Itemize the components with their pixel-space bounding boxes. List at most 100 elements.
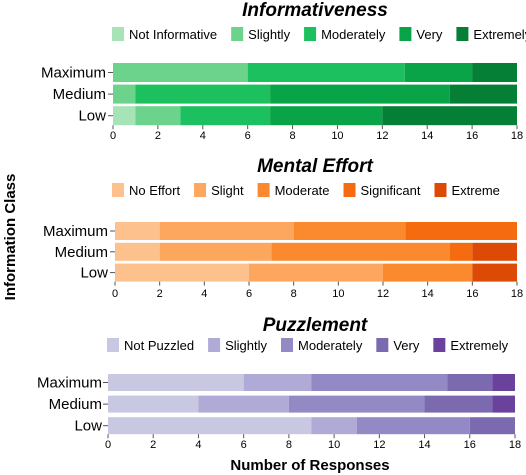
puzzlement-legend-slightly: Slightly bbox=[225, 338, 267, 353]
mental-effort-bar-medium-extreme bbox=[472, 242, 517, 261]
informativeness-x-tick-label-10: 10 bbox=[331, 130, 343, 142]
mental-effort-x-tick-label-18: 18 bbox=[511, 288, 523, 300]
mental-effort-category-label-medium: Medium bbox=[55, 244, 108, 261]
puzzlement-legend-not-puzzled: Not Puzzled bbox=[124, 338, 194, 353]
informativeness-bar-medium-extremely bbox=[449, 84, 517, 104]
mental-effort-bar-medium-moderate bbox=[271, 242, 450, 261]
puzzlement-legend-extremely: Extremely bbox=[450, 338, 508, 353]
mental-effort-x-tick-label-8: 8 bbox=[291, 288, 297, 300]
puzzlement-x-tick-label-18: 18 bbox=[509, 439, 521, 451]
puzzlement-bar-medium-very bbox=[424, 395, 493, 413]
puzzlement-bar-medium-extremely bbox=[492, 395, 515, 413]
mental-effort-legend-swatch-moderate bbox=[257, 183, 270, 197]
mental-effort-bar-low-extreme bbox=[472, 263, 517, 282]
informativeness-category-label-medium: Medium bbox=[53, 86, 106, 103]
informativeness-x-tick-label-6: 6 bbox=[245, 130, 251, 142]
informativeness-category-label-low: Low bbox=[78, 108, 106, 125]
puzzlement-bar-maximum-not-puzzled bbox=[108, 374, 244, 391]
mental-effort-x-tick-label-6: 6 bbox=[246, 288, 252, 300]
mental-effort-category-label-maximum: Maximum bbox=[43, 223, 108, 240]
puzzlement-bar-low-very bbox=[469, 417, 515, 435]
informativeness-title: Informativeness bbox=[242, 0, 388, 21]
puzzlement-bar-medium-not-puzzled bbox=[108, 395, 199, 413]
mental-effort-x-tick-label-0: 0 bbox=[112, 288, 118, 300]
mental-effort-x-tick-label-4: 4 bbox=[201, 288, 207, 300]
puzzlement-x-tick-label-8: 8 bbox=[286, 439, 292, 451]
informativeness-legend-swatch-slightly bbox=[231, 27, 244, 41]
informativeness-legend-swatch-moderately bbox=[304, 27, 317, 41]
mental-effort-bar-medium-slight bbox=[159, 242, 272, 261]
informativeness-bar-low-extremely bbox=[382, 106, 517, 126]
puzzlement-legend-swatch-slightly bbox=[208, 338, 221, 352]
puzzlement-x-tick-label-12: 12 bbox=[373, 439, 385, 451]
mental-effort-x-tick-label-2: 2 bbox=[157, 288, 163, 300]
informativeness-legend-swatch-not-informative bbox=[112, 27, 124, 41]
mental-effort-bar-medium-no-effort bbox=[115, 242, 160, 261]
informativeness-x-tick-label-16: 16 bbox=[466, 130, 478, 142]
mental-effort-bar-maximum-moderate bbox=[293, 222, 406, 240]
puzzlement-category-label-low: Low bbox=[74, 418, 102, 435]
mental-effort-bar-low-moderate bbox=[383, 263, 473, 282]
mental-effort-x-tick-label-16: 16 bbox=[466, 288, 478, 300]
y-axis-label: Information Class bbox=[2, 174, 19, 301]
puzzlement-bar-maximum-very bbox=[447, 374, 493, 391]
informativeness-x-tick-label-18: 18 bbox=[511, 130, 523, 142]
puzzlement-legend-swatch-very bbox=[376, 338, 389, 352]
informativeness-bar-maximum-slightly bbox=[113, 63, 248, 82]
informativeness-bar-medium-moderately bbox=[135, 84, 271, 104]
puzzlement-x-tick-label-10: 10 bbox=[328, 439, 340, 451]
mental-effort-bar-maximum-no-effort bbox=[115, 222, 160, 240]
informativeness-bar-low-very bbox=[270, 106, 383, 126]
mental-effort-legend-swatch-extreme bbox=[434, 183, 447, 197]
puzzlement-legend-swatch-moderately bbox=[281, 338, 294, 352]
mental-effort-x-tick-label-14: 14 bbox=[422, 288, 434, 300]
mental-effort-bar-low-no-effort bbox=[115, 263, 249, 282]
puzzlement-bar-medium-slightly bbox=[198, 395, 289, 413]
informativeness-legend-extremely: Extremely bbox=[473, 27, 526, 42]
informativeness-legend-slightly: Slightly bbox=[248, 27, 290, 42]
mental-effort-legend-significant: Significant bbox=[361, 183, 421, 198]
informativeness-bar-maximum-very bbox=[404, 63, 473, 82]
informativeness-x-tick-label-4: 4 bbox=[200, 130, 206, 142]
puzzlement-bar-maximum-extremely bbox=[492, 374, 515, 391]
informativeness-bar-maximum-moderately bbox=[247, 63, 405, 82]
puzzlement-legend-very: Very bbox=[393, 338, 420, 353]
informativeness-x-tick-label-2: 2 bbox=[155, 130, 161, 142]
informativeness-bar-medium-slightly bbox=[113, 84, 136, 104]
puzzlement-bar-low-moderately bbox=[356, 417, 470, 435]
mental-effort-bar-maximum-slight bbox=[159, 222, 294, 240]
informativeness-x-tick-label-8: 8 bbox=[289, 130, 295, 142]
puzzlement-legend-swatch-extremely bbox=[433, 338, 446, 352]
puzzlement-legend-swatch-not-puzzled bbox=[107, 338, 119, 352]
puzzlement-bar-medium-moderately bbox=[288, 395, 425, 413]
puzzlement-x-tick-label-0: 0 bbox=[105, 439, 111, 451]
mental-effort-category-label-low: Low bbox=[80, 265, 108, 282]
puzzlement-x-tick-label-4: 4 bbox=[195, 439, 201, 451]
mental-effort-bar-medium-significant bbox=[450, 242, 473, 261]
mental-effort-legend-swatch-significant bbox=[343, 183, 356, 197]
mental-effort-x-tick-label-10: 10 bbox=[332, 288, 344, 300]
informativeness-legend-not-informative: Not Informative bbox=[129, 27, 217, 42]
puzzlement-category-label-maximum: Maximum bbox=[37, 375, 102, 392]
puzzlement-bar-maximum-moderately bbox=[311, 374, 448, 391]
informativeness-bar-medium-very bbox=[270, 84, 450, 104]
puzzlement-x-tick-label-2: 2 bbox=[150, 439, 156, 451]
puzzlement-legend-moderately: Moderately bbox=[298, 338, 363, 353]
informativeness-legend-moderately: Moderately bbox=[321, 27, 386, 42]
puzzlement-category-label-medium: Medium bbox=[49, 396, 102, 413]
mental-effort-legend-swatch-slight bbox=[194, 183, 207, 197]
informativeness-x-tick-label-0: 0 bbox=[110, 130, 116, 142]
puzzlement-bar-low-slightly bbox=[311, 417, 357, 435]
mental-effort-legend-moderate: Moderate bbox=[275, 183, 330, 198]
informativeness-legend-swatch-very bbox=[399, 27, 412, 41]
mental-effort-legend-no-effort: No Effort bbox=[129, 183, 180, 198]
informativeness-legend-swatch-extremely bbox=[456, 27, 469, 41]
puzzlement-bar-low-not-puzzled bbox=[108, 417, 312, 435]
informativeness-bar-low-not-informative bbox=[113, 106, 136, 126]
mental-effort-legend-extreme: Extreme bbox=[452, 183, 500, 198]
mental-effort-title: Mental Effort bbox=[257, 156, 373, 177]
mental-effort-legend-swatch-no-effort bbox=[112, 183, 124, 197]
informativeness-bar-low-slightly bbox=[135, 106, 181, 126]
informativeness-legend-very: Very bbox=[416, 27, 443, 42]
